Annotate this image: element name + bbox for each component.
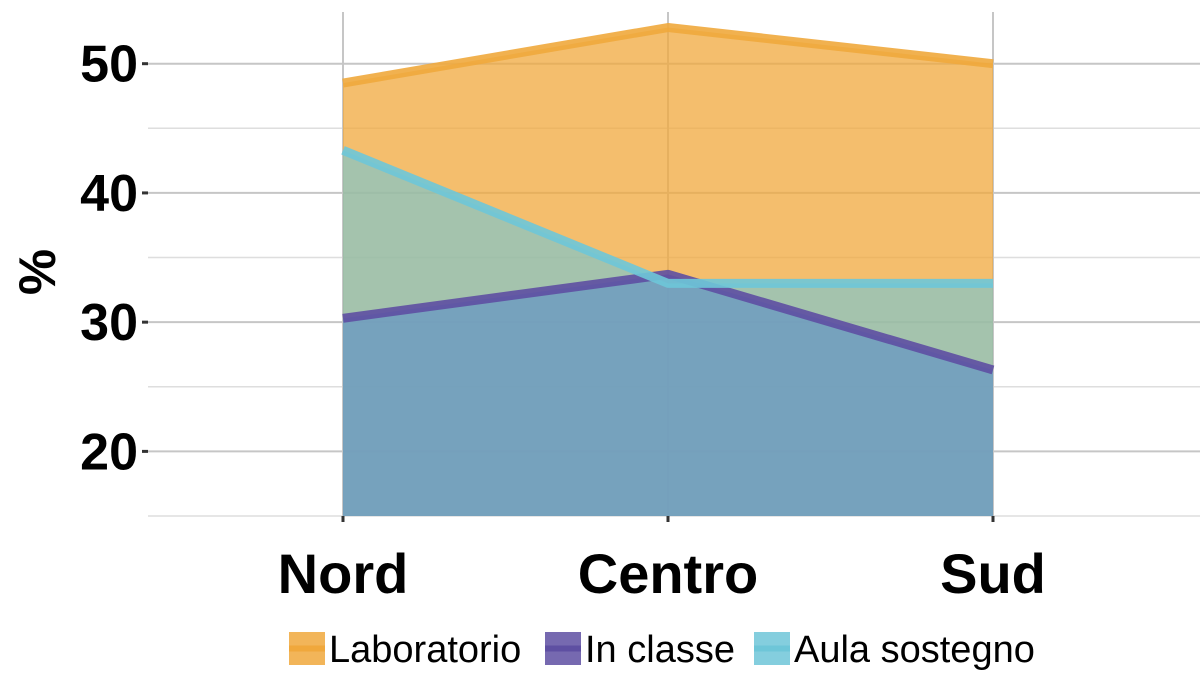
y-tick-label: 40: [80, 165, 138, 223]
y-tick-label: 50: [80, 36, 138, 94]
area-aula-sostegno: [343, 150, 993, 516]
x-tick-label: Nord: [278, 542, 409, 605]
y-axis: 20 30 40 50: [80, 36, 148, 481]
x-tick-label: Sud: [940, 542, 1046, 605]
line-laboratorio: [342, 23, 994, 88]
y-tick-label: 30: [80, 294, 138, 352]
x-tick-label: Centro: [578, 542, 758, 605]
line-in-classe: [342, 269, 995, 375]
y-tick-label: 20: [80, 423, 138, 481]
x-axis: Nord Centro Sud: [278, 516, 1046, 605]
y-axis-label: %: [9, 249, 67, 295]
line-aula-sostegno: [341, 146, 993, 288]
legend-label: Laboratorio: [329, 629, 521, 671]
legend-label: Aula sostegno: [794, 629, 1035, 671]
series-lines: [341, 23, 995, 375]
legend-label: In classe: [585, 629, 735, 671]
legend: Laboratorio In classe Aula sostegno: [289, 629, 1035, 671]
